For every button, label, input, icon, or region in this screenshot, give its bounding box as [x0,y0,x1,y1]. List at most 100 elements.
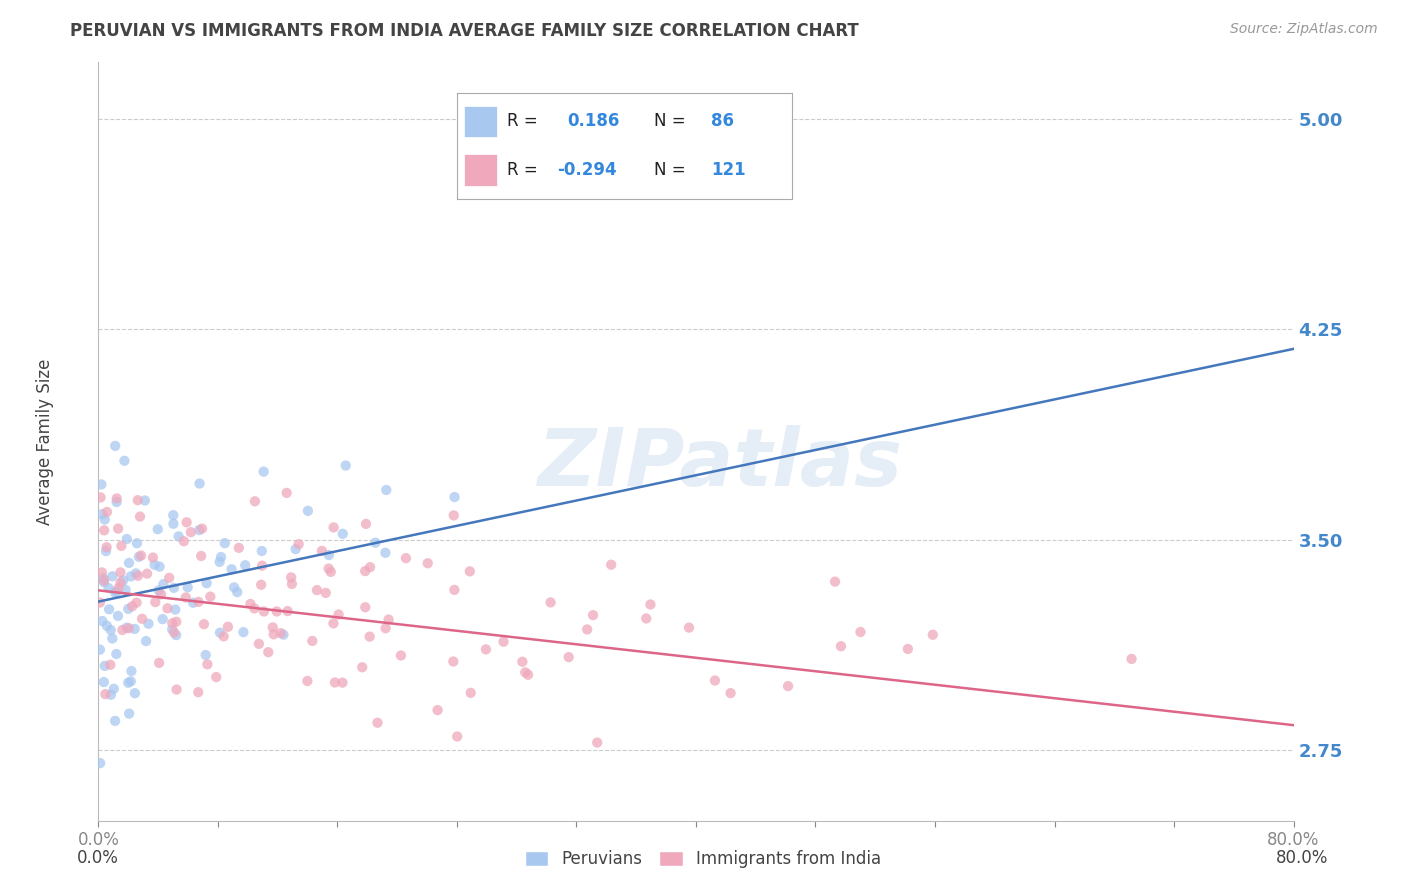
Point [208,625,231,640]
Point [512,655,534,669]
Point [263,627,285,641]
Point [703,673,725,688]
Point [111,623,134,637]
Point [217,620,239,634]
Point [124,622,146,636]
Point [375,483,398,497]
Point [460,686,482,700]
Point [332,675,354,690]
Point [89,756,111,770]
Point [443,508,465,523]
Point [107,581,129,595]
Point [127,493,149,508]
Point [104,714,127,728]
Point [98,657,121,672]
Point [354,516,377,531]
Point [214,536,236,550]
Point [117,602,139,616]
Point [273,628,295,642]
Point [243,494,266,508]
Point [305,583,328,598]
Point [97,581,120,595]
Point [359,560,381,574]
Point [89,491,111,505]
Point [105,584,128,599]
Point [112,454,135,468]
Point [250,544,273,558]
Point [93,512,115,526]
Point [162,508,184,523]
Point [150,587,173,601]
Point [328,607,350,622]
Point [720,686,742,700]
Point [125,596,148,610]
Point [441,655,464,669]
Point [96,619,118,633]
Point [136,566,159,581]
Point [91,507,114,521]
Point [105,647,128,661]
Point [197,657,219,672]
Point [233,558,256,573]
Text: PERUVIAN VS IMMIGRANTS FROM INDIA AVERAGE FAMILY SIZE CORRELATION CHART: PERUVIAN VS IMMIGRANTS FROM INDIA AVERAG… [70,22,859,40]
Point [243,601,266,615]
Point [253,605,276,619]
Point [152,612,174,626]
Point [250,578,273,592]
Point [93,574,115,588]
Point [148,583,170,598]
Point [540,595,562,609]
Point [165,628,187,642]
Point [297,673,319,688]
Point [280,570,302,584]
Point [125,536,148,550]
Point [89,595,111,609]
Point [94,659,117,673]
Point [166,682,188,697]
Point [475,642,498,657]
Point [118,621,141,635]
Point [187,685,209,699]
Point [849,625,872,640]
Point [250,558,273,573]
Point [105,495,128,509]
Point [104,585,127,599]
Point [224,581,246,595]
Point [160,623,183,637]
Point [576,623,599,637]
Point [212,629,235,643]
Point [270,626,292,640]
Point [277,604,299,618]
Point [776,679,799,693]
Point [352,660,374,674]
Point [93,575,115,590]
Point [284,542,307,557]
Point [124,686,146,700]
Point [94,687,117,701]
Point [94,544,117,558]
Point [96,540,118,554]
Text: Average Family Size: Average Family Size [35,359,53,524]
Point [322,520,344,534]
Point [322,616,344,631]
Point [640,598,662,612]
Point [165,602,187,616]
Point [208,555,231,569]
Point [125,566,148,581]
Point [152,577,174,591]
Point [157,571,180,585]
Point [416,556,439,570]
Point [205,670,228,684]
Point [101,632,124,646]
Point [93,524,115,538]
Point [426,703,449,717]
Point [443,490,465,504]
Point [354,600,377,615]
Point [187,595,209,609]
Point [107,609,129,624]
Point [143,558,166,572]
Point [165,615,187,629]
Point [98,602,121,616]
Point [148,559,170,574]
Point [163,625,186,640]
